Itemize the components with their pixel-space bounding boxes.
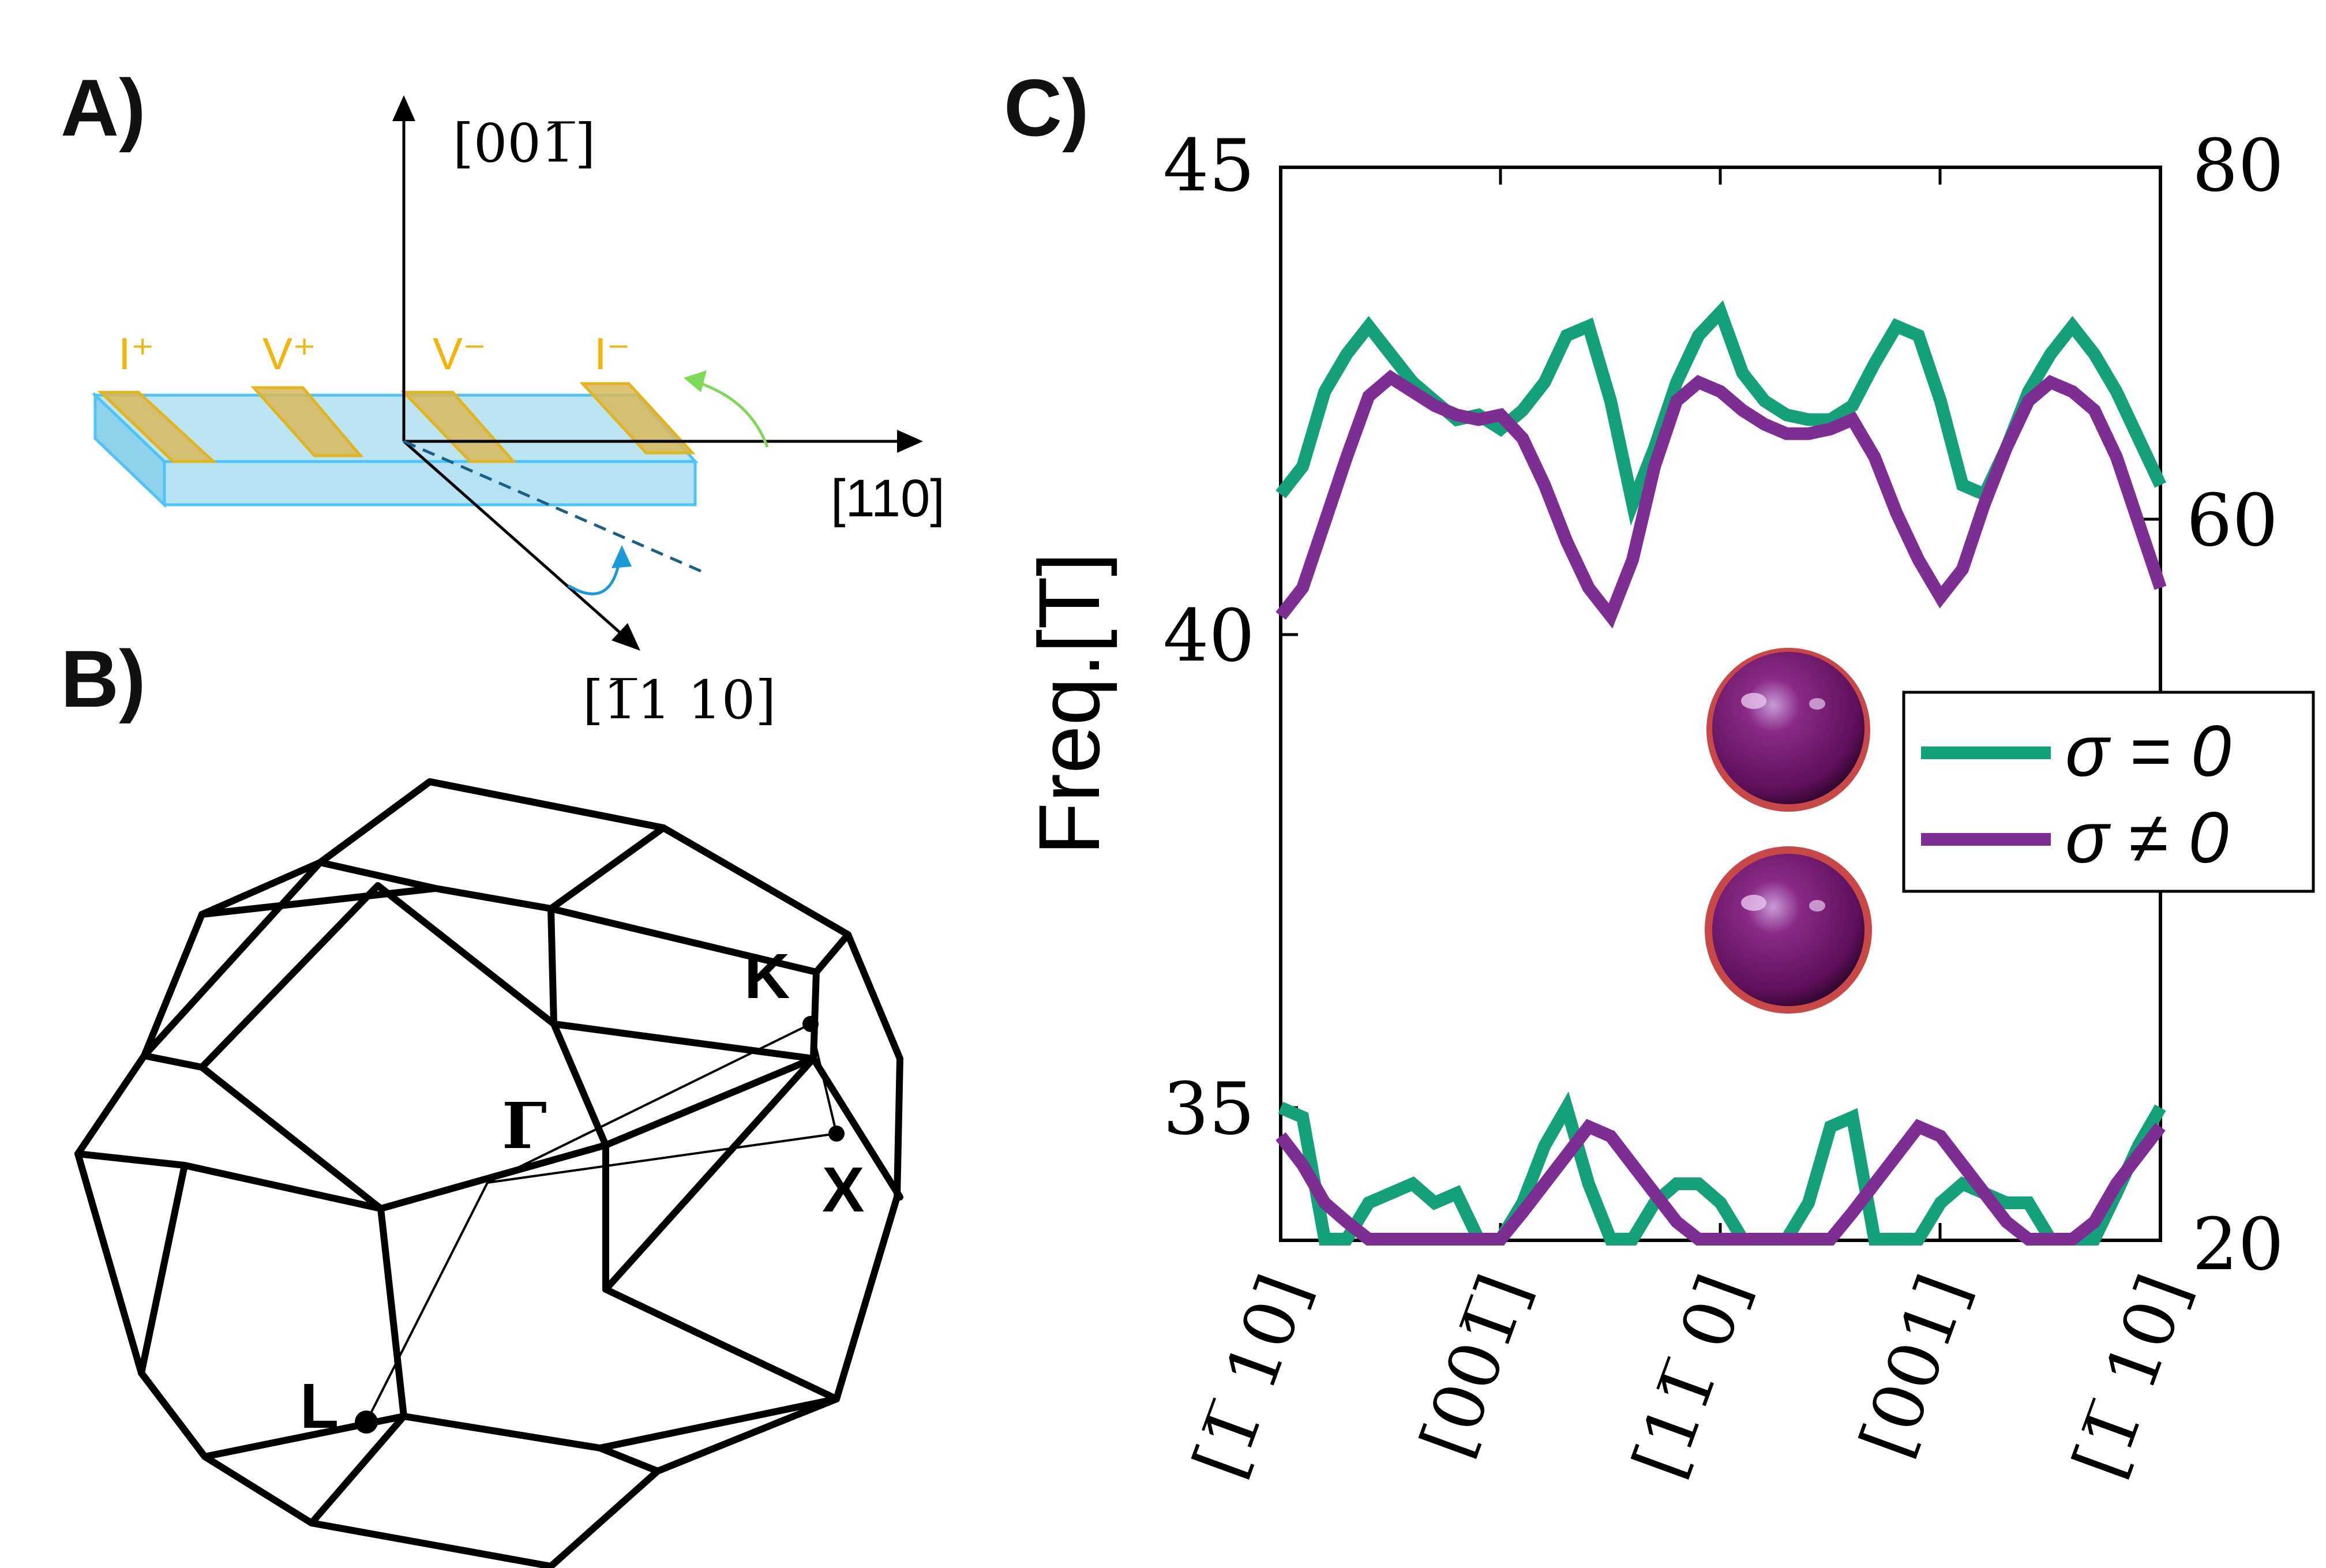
crystal-axes bbox=[392, 95, 923, 651]
label-gamma: Γ bbox=[502, 1089, 547, 1163]
contact-label-v-plus: V⁺ bbox=[262, 328, 316, 379]
bz-edge bbox=[602, 1055, 817, 1149]
ytick-label-40: 40 bbox=[1163, 594, 1255, 678]
panel-a-label: A) bbox=[61, 62, 146, 153]
panel-a: A) I⁺ V⁺ V⁻ I⁻ bbox=[61, 62, 945, 731]
legend-label-sigma-zero: σ = 0 bbox=[2065, 711, 2231, 791]
right-y-ticks bbox=[2143, 166, 2160, 1242]
panel-c-label: C) bbox=[1004, 62, 1089, 153]
label-l: L bbox=[300, 1371, 339, 1442]
bz-edge bbox=[308, 1413, 407, 1526]
axis-up-label: [001̅] bbox=[453, 112, 595, 174]
blue-arrowhead bbox=[611, 545, 632, 568]
ytick-label-right-80: 80 bbox=[2192, 124, 2284, 208]
xtick-label-1: [001̅] bbox=[1406, 1265, 1545, 1467]
axis-diag-label: [1̅1 10] bbox=[583, 669, 776, 731]
ytick-label-35: 35 bbox=[1163, 1067, 1255, 1151]
bz-edge bbox=[141, 1052, 205, 1071]
bz-edge bbox=[602, 1142, 840, 1402]
bz-edge bbox=[74, 1150, 188, 1169]
green-arrowhead bbox=[684, 370, 707, 392]
ytick-label-right-60: 60 bbox=[2186, 479, 2278, 562]
bz-edge bbox=[547, 905, 851, 976]
series-line-sigma-nonzero-upper bbox=[1275, 369, 2167, 629]
sphere-highlight bbox=[1809, 900, 1825, 911]
ytick-label-right-20: 20 bbox=[2192, 1203, 2284, 1286]
label-x: X bbox=[822, 1154, 864, 1225]
legend-box bbox=[1902, 691, 2315, 893]
bz-edge bbox=[602, 1055, 817, 1293]
contact-label-i-plus: I⁺ bbox=[118, 328, 155, 379]
bz-edge bbox=[426, 778, 667, 831]
bz-edge bbox=[550, 1021, 817, 1062]
bz-outline bbox=[74, 778, 903, 1568]
panel-c: C) 45 40 35 80 60 20 bbox=[1004, 62, 2315, 1488]
sample-bar bbox=[91, 392, 699, 508]
contact-label-i-minus: I⁻ bbox=[594, 328, 631, 379]
series-line-sigma-nonzero-lower bbox=[1275, 1119, 2166, 1246]
bz-front-hexagon-a bbox=[198, 882, 609, 1212]
series-line-sigma-zero-lower bbox=[1278, 1091, 2166, 1246]
fermi-sphere-top bbox=[1706, 648, 1870, 812]
bz-edge bbox=[596, 1445, 661, 1475]
green-rotation-arrow bbox=[692, 379, 769, 448]
axis-right-label: [110] bbox=[831, 469, 945, 528]
bz-edge bbox=[198, 885, 439, 918]
contact-i-plus bbox=[97, 391, 217, 463]
left-y-ticks bbox=[1281, 166, 1298, 1109]
bz-edge bbox=[138, 1370, 407, 1460]
sphere-body bbox=[1712, 652, 1864, 804]
brillouin-zone bbox=[74, 778, 903, 1568]
contact-v-plus bbox=[250, 386, 364, 457]
axis-right-arrowhead bbox=[897, 430, 923, 453]
point-l bbox=[355, 1411, 378, 1434]
bz-edge bbox=[377, 1205, 840, 1451]
blue-rotation-arrow bbox=[567, 556, 622, 595]
label-k: K bbox=[744, 941, 790, 1012]
axis-diag-line bbox=[403, 440, 630, 642]
series-layer bbox=[1275, 300, 2167, 1246]
symmetry-path bbox=[355, 1016, 845, 1434]
legend-label-sigma-nonzero: σ ≠ 0 bbox=[2065, 798, 2229, 878]
contact-label-v-minus: V⁻ bbox=[433, 328, 486, 379]
sphere-highlight bbox=[1741, 895, 1766, 911]
contacts bbox=[97, 382, 696, 463]
sphere-highlight bbox=[1741, 693, 1766, 709]
axis-up-arrowhead bbox=[392, 95, 415, 121]
contact-i-minus bbox=[579, 382, 696, 455]
point-x bbox=[828, 1126, 845, 1142]
sample-front-face bbox=[163, 460, 697, 507]
fermi-sphere-bottom bbox=[1705, 846, 1872, 1014]
rotation-dashed-line bbox=[403, 440, 702, 573]
bz-edge bbox=[138, 1162, 384, 1376]
y-axis-label: Freq.[T] bbox=[1021, 552, 1117, 855]
xtick-label-2: [11̅ 0] bbox=[1618, 1265, 1765, 1488]
xtick-label-3: [001] bbox=[1845, 1265, 1984, 1467]
contact-v-minus bbox=[400, 391, 517, 463]
panel-b-label: B) bbox=[61, 633, 146, 724]
ytick-label-45: 45 bbox=[1163, 124, 1255, 208]
sphere-highlight bbox=[1809, 698, 1825, 710]
point-k bbox=[802, 1016, 819, 1032]
sphere-body bbox=[1712, 854, 1864, 1006]
xtick-label-4: [1̅ 10] bbox=[2058, 1265, 2205, 1488]
axis-diag-arrowhead bbox=[611, 623, 640, 651]
bz-edge bbox=[547, 905, 557, 1027]
xtick-label-0: [1̅ 10] bbox=[1179, 1265, 1325, 1488]
panel-b: B) bbox=[61, 633, 903, 1568]
legend: σ = 0 σ ≠ 0 bbox=[1902, 691, 2315, 893]
